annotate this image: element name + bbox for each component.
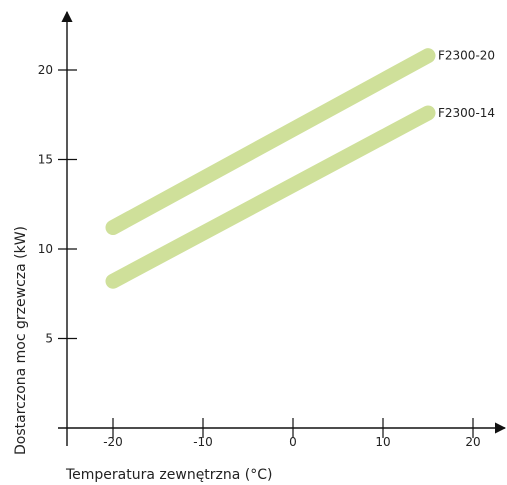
y-axis-title: Dostarczona moc grzewcza (kW)	[13, 226, 29, 455]
x-tick-label: -10	[193, 435, 213, 449]
y-tick-label: 20	[38, 63, 53, 77]
tick-group: -20 -10 0 10 20 5 10 15 20	[38, 63, 481, 449]
x-tick-label: 0	[289, 435, 297, 449]
series-label-2: F2300-14	[438, 106, 495, 120]
x-tick-label: -20	[103, 435, 123, 449]
y-tick-label: 15	[38, 153, 53, 167]
y-tick-label: 10	[38, 242, 53, 256]
x-tick-label: 10	[375, 435, 390, 449]
chart-axes	[58, 10, 507, 446]
y-tick-label: 5	[45, 332, 53, 346]
x-tick-label: 20	[465, 435, 480, 449]
series-label-1: F2300-20	[438, 49, 495, 63]
x-axis-title: Temperatura zewnętrzna (°C)	[65, 467, 273, 483]
series-layer: F2300-20 F2300-14	[105, 48, 495, 289]
series-line-1	[105, 48, 436, 236]
series-line-2	[105, 105, 436, 289]
